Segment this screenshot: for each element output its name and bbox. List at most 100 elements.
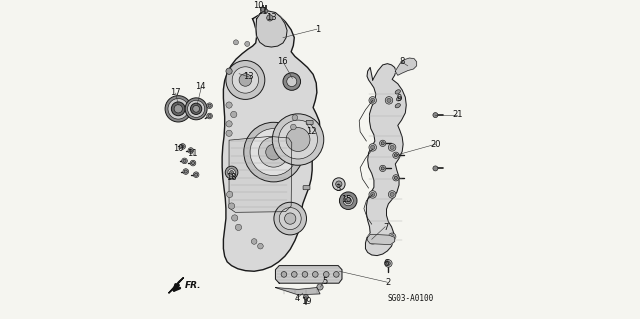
Polygon shape xyxy=(365,64,406,256)
Circle shape xyxy=(281,271,287,277)
Circle shape xyxy=(189,149,193,152)
Circle shape xyxy=(333,271,339,277)
Circle shape xyxy=(230,171,234,174)
Circle shape xyxy=(207,113,212,119)
Circle shape xyxy=(387,98,391,102)
Circle shape xyxy=(227,191,233,197)
Circle shape xyxy=(188,100,205,117)
Circle shape xyxy=(433,113,438,118)
Circle shape xyxy=(323,271,329,277)
Circle shape xyxy=(264,9,268,13)
Circle shape xyxy=(369,191,376,198)
Circle shape xyxy=(388,191,396,198)
FancyBboxPatch shape xyxy=(306,120,313,124)
Text: 10: 10 xyxy=(173,145,184,153)
Ellipse shape xyxy=(395,104,401,108)
Circle shape xyxy=(393,175,399,181)
Text: 14: 14 xyxy=(196,82,206,91)
Circle shape xyxy=(371,192,375,197)
Circle shape xyxy=(193,172,199,177)
Text: 12: 12 xyxy=(306,127,316,136)
Circle shape xyxy=(279,208,301,230)
Text: 19: 19 xyxy=(301,297,312,306)
Circle shape xyxy=(228,169,236,176)
Circle shape xyxy=(292,115,298,120)
Circle shape xyxy=(207,103,212,108)
Circle shape xyxy=(226,130,232,137)
Circle shape xyxy=(369,144,376,151)
Circle shape xyxy=(278,120,317,159)
Circle shape xyxy=(380,165,386,172)
Text: FR.: FR. xyxy=(184,281,201,290)
Circle shape xyxy=(333,178,345,190)
FancyBboxPatch shape xyxy=(303,186,310,190)
Text: 13: 13 xyxy=(266,13,276,22)
Circle shape xyxy=(225,166,238,179)
Text: 7: 7 xyxy=(383,223,388,232)
Circle shape xyxy=(385,260,392,267)
Circle shape xyxy=(183,159,186,162)
Circle shape xyxy=(274,202,307,235)
Circle shape xyxy=(226,68,232,74)
Circle shape xyxy=(239,74,252,86)
Text: 5: 5 xyxy=(322,277,327,286)
Circle shape xyxy=(312,271,318,277)
Polygon shape xyxy=(222,12,320,271)
Circle shape xyxy=(244,41,250,46)
Ellipse shape xyxy=(396,97,402,101)
Circle shape xyxy=(226,102,232,108)
Text: 1: 1 xyxy=(316,25,321,34)
Circle shape xyxy=(193,106,200,112)
Circle shape xyxy=(283,73,301,90)
Polygon shape xyxy=(168,278,184,293)
Circle shape xyxy=(390,145,394,150)
Circle shape xyxy=(236,224,241,231)
Circle shape xyxy=(381,142,384,145)
Circle shape xyxy=(303,294,308,300)
Circle shape xyxy=(234,40,239,45)
Text: 20: 20 xyxy=(431,140,442,149)
Circle shape xyxy=(267,15,273,21)
Circle shape xyxy=(345,197,351,204)
Text: 17: 17 xyxy=(170,88,180,97)
Circle shape xyxy=(394,154,397,157)
Text: 13: 13 xyxy=(243,72,254,81)
Circle shape xyxy=(260,7,265,11)
Circle shape xyxy=(172,102,185,116)
Circle shape xyxy=(390,235,394,239)
Text: 9: 9 xyxy=(396,94,402,103)
Text: 3: 3 xyxy=(335,184,341,193)
Circle shape xyxy=(390,192,394,197)
Circle shape xyxy=(226,121,232,127)
Text: 6: 6 xyxy=(384,259,389,268)
Circle shape xyxy=(385,97,393,104)
Circle shape xyxy=(317,284,323,290)
Circle shape xyxy=(252,239,257,244)
Circle shape xyxy=(339,192,357,210)
Circle shape xyxy=(168,99,189,119)
Text: 11: 11 xyxy=(188,149,198,158)
Polygon shape xyxy=(256,11,287,47)
Circle shape xyxy=(388,144,396,151)
Circle shape xyxy=(165,96,191,122)
Circle shape xyxy=(195,173,198,176)
Text: 4: 4 xyxy=(295,294,300,303)
Circle shape xyxy=(369,237,376,244)
Circle shape xyxy=(185,98,207,120)
Circle shape xyxy=(208,115,211,118)
Ellipse shape xyxy=(395,90,401,94)
Circle shape xyxy=(287,77,297,86)
Polygon shape xyxy=(275,266,342,283)
Circle shape xyxy=(393,152,399,158)
Circle shape xyxy=(226,61,265,100)
Circle shape xyxy=(371,98,375,102)
Circle shape xyxy=(174,105,182,113)
Circle shape xyxy=(371,145,375,150)
Circle shape xyxy=(336,181,342,187)
Polygon shape xyxy=(367,234,395,245)
Circle shape xyxy=(394,176,397,179)
Circle shape xyxy=(302,271,308,277)
Circle shape xyxy=(182,158,188,164)
Circle shape xyxy=(184,170,188,173)
Circle shape xyxy=(286,128,310,152)
